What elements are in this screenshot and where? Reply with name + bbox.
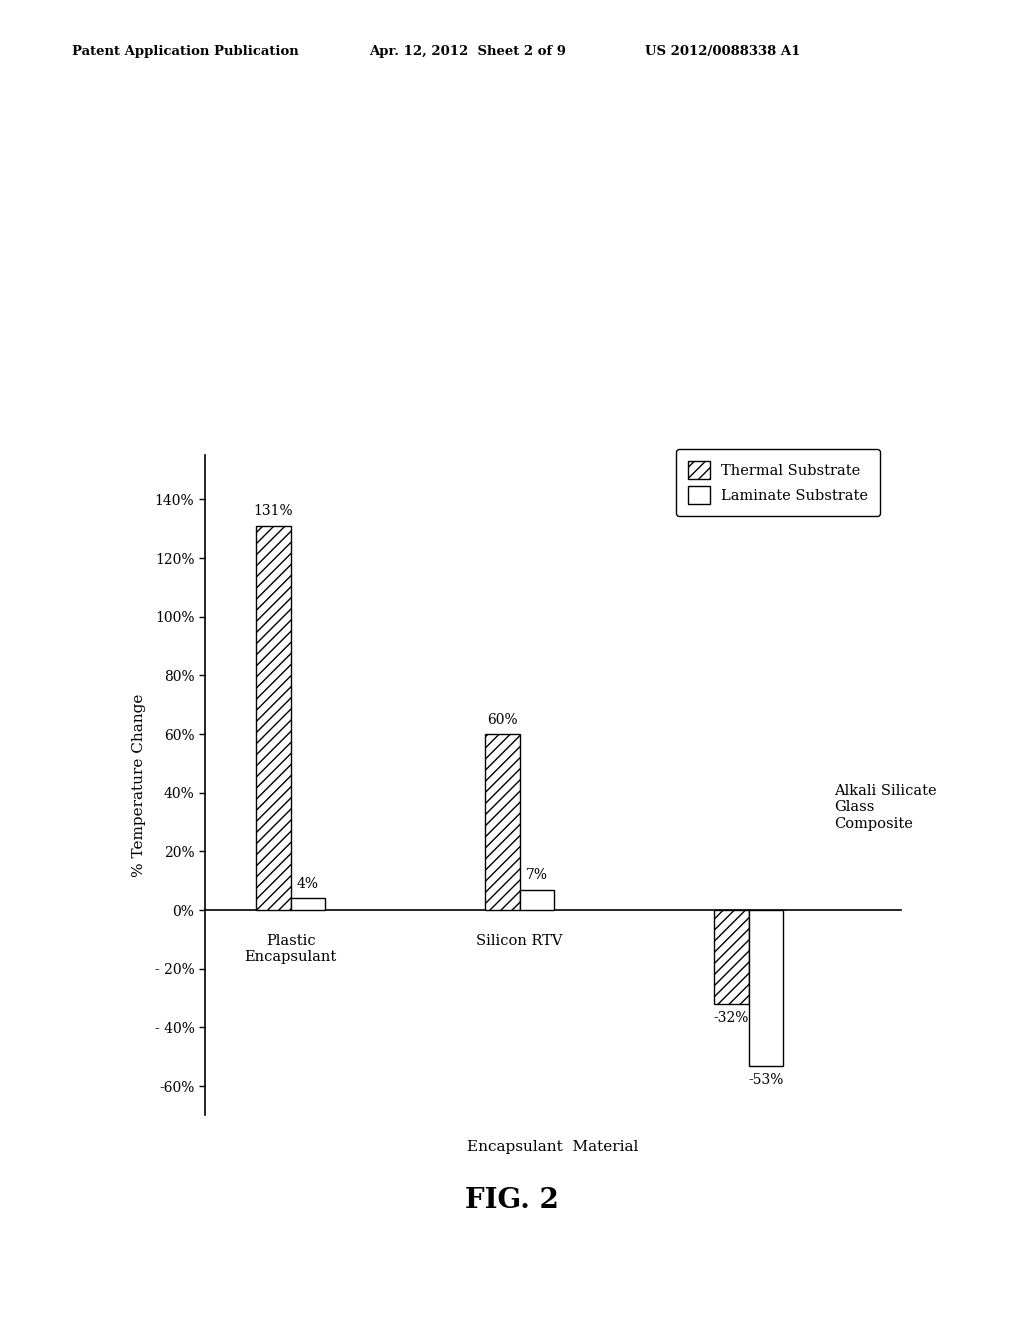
Bar — [749, 909, 782, 1065]
Text: FIG. 2: FIG. 2 — [465, 1187, 559, 1214]
Bar — [714, 909, 749, 1005]
Text: -53%: -53% — [748, 1073, 783, 1086]
Text: Apr. 12, 2012  Sheet 2 of 9: Apr. 12, 2012 Sheet 2 of 9 — [369, 45, 565, 58]
Text: -32%: -32% — [714, 1011, 749, 1026]
Text: 4%: 4% — [297, 876, 318, 891]
Text: Plastic
Encapsulant: Plastic Encapsulant — [245, 933, 337, 964]
Text: Encapsulant  Material: Encapsulant Material — [467, 1140, 639, 1154]
Legend: Thermal Substrate, Laminate Substrate: Thermal Substrate, Laminate Substrate — [676, 450, 880, 516]
Bar — [485, 734, 519, 909]
Bar — [519, 890, 554, 909]
Text: Patent Application Publication: Patent Application Publication — [72, 45, 298, 58]
Text: US 2012/0088338 A1: US 2012/0088338 A1 — [645, 45, 801, 58]
Text: 131%: 131% — [254, 504, 293, 519]
Y-axis label: % Temperature Change: % Temperature Change — [132, 694, 146, 876]
Text: 60%: 60% — [487, 713, 518, 727]
Bar — [256, 525, 291, 909]
Text: Alkali Silicate
Glass
Composite: Alkali Silicate Glass Composite — [835, 784, 937, 830]
Text: Silicon RTV: Silicon RTV — [476, 933, 563, 948]
Bar — [291, 899, 325, 909]
Text: 7%: 7% — [525, 869, 548, 882]
